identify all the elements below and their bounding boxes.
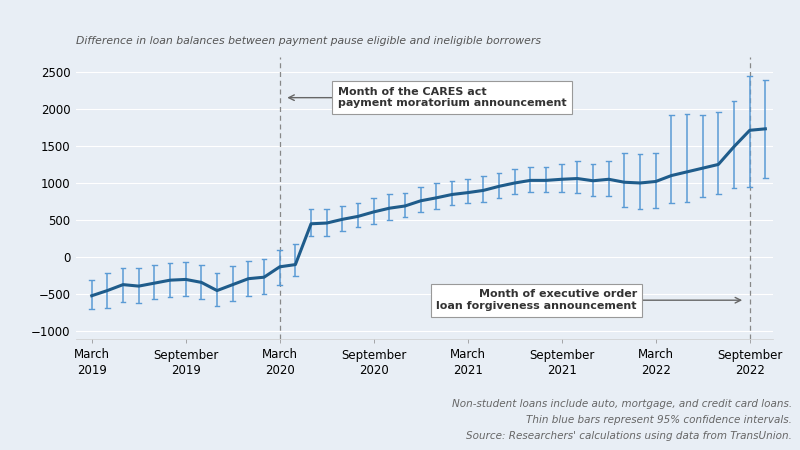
Text: Source: Researchers' calculations using data from TransUnion.: Source: Researchers' calculations using … <box>466 431 792 441</box>
Text: Month of executive order
loan forgiveness announcement: Month of executive order loan forgivenes… <box>437 289 637 311</box>
Text: Thin blue bars represent 95% confidence intervals.: Thin blue bars represent 95% confidence … <box>526 415 792 425</box>
Text: Month of the CARES act
payment moratorium announcement: Month of the CARES act payment moratoriu… <box>338 87 566 108</box>
Text: Difference in loan balances between payment pause eligible and ineligible borrow: Difference in loan balances between paym… <box>76 36 541 45</box>
Text: Non-student loans include auto, mortgage, and credit card loans.: Non-student loans include auto, mortgage… <box>452 399 792 409</box>
